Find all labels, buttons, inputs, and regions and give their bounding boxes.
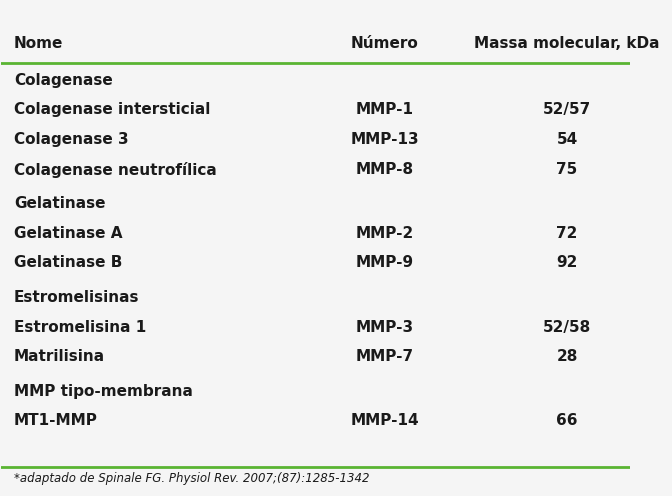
Text: *adaptado de Spinale FG. Physiol Rev. 2007;(87):1285-1342: *adaptado de Spinale FG. Physiol Rev. 20…	[14, 472, 370, 485]
Text: MMP-8: MMP-8	[355, 162, 414, 177]
Text: Colagenase intersticial: Colagenase intersticial	[14, 103, 210, 118]
Text: Colagenase: Colagenase	[14, 73, 113, 88]
Text: Gelatinase: Gelatinase	[14, 196, 106, 211]
Text: MMP-7: MMP-7	[355, 349, 414, 364]
Text: MMP-14: MMP-14	[351, 413, 419, 428]
Text: MMP-2: MMP-2	[355, 226, 414, 241]
Text: Estromelisina 1: Estromelisina 1	[14, 319, 146, 334]
Text: 52/58: 52/58	[543, 319, 591, 334]
Text: Colagenase 3: Colagenase 3	[14, 132, 128, 147]
Text: MMP tipo-membrana: MMP tipo-membrana	[14, 383, 193, 399]
Text: MMP-1: MMP-1	[355, 103, 414, 118]
Text: Matrilisina: Matrilisina	[14, 349, 105, 364]
Text: Gelatinase B: Gelatinase B	[14, 255, 122, 270]
Text: 52/57: 52/57	[543, 103, 591, 118]
Text: 72: 72	[556, 226, 578, 241]
Text: MT1-MMP: MT1-MMP	[14, 413, 98, 428]
Text: 54: 54	[556, 132, 578, 147]
Text: Número: Número	[351, 36, 419, 51]
Text: Gelatinase A: Gelatinase A	[14, 226, 122, 241]
Text: Nome: Nome	[14, 36, 63, 51]
Text: MMP-9: MMP-9	[355, 255, 414, 270]
Text: MMP-13: MMP-13	[351, 132, 419, 147]
Text: 75: 75	[556, 162, 578, 177]
Text: Massa molecular, kDa: Massa molecular, kDa	[474, 36, 660, 51]
Text: 66: 66	[556, 413, 578, 428]
Text: 28: 28	[556, 349, 578, 364]
Text: MMP-3: MMP-3	[355, 319, 414, 334]
Text: 92: 92	[556, 255, 578, 270]
Text: Estromelisinas: Estromelisinas	[14, 290, 140, 305]
Text: Colagenase neutrofílica: Colagenase neutrofílica	[14, 162, 216, 178]
